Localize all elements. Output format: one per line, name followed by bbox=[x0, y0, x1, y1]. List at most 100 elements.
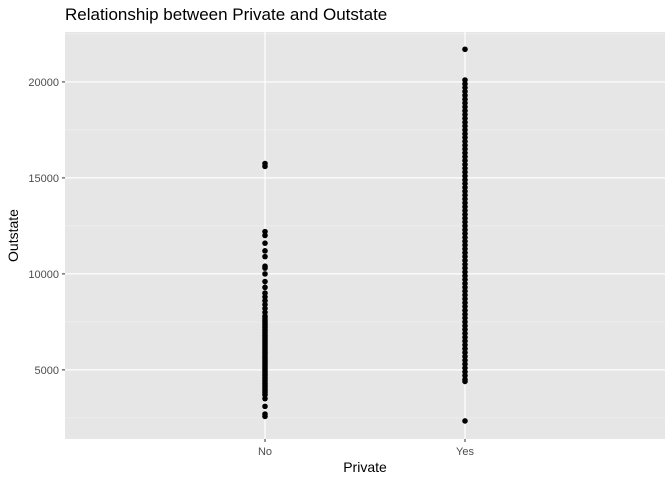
data-point bbox=[262, 248, 268, 254]
y-tick-label: 20000 bbox=[28, 77, 59, 89]
y-tick-label: 5000 bbox=[35, 365, 59, 377]
x-tick-label: Yes bbox=[456, 446, 474, 458]
data-point bbox=[262, 297, 268, 304]
data-point bbox=[462, 153, 468, 160]
data-point bbox=[462, 296, 468, 302]
data-point bbox=[462, 249, 468, 256]
data-point bbox=[462, 238, 468, 245]
data-point bbox=[462, 169, 468, 175]
data-point bbox=[462, 203, 468, 210]
data-point bbox=[262, 240, 268, 246]
data-point bbox=[462, 165, 468, 172]
data-point bbox=[262, 305, 268, 312]
data-point bbox=[462, 207, 468, 214]
plot-panel bbox=[65, 32, 665, 439]
data-point bbox=[262, 403, 268, 410]
data-point bbox=[462, 330, 468, 337]
data-point bbox=[462, 211, 468, 218]
data-point bbox=[462, 303, 468, 310]
data-point bbox=[462, 157, 468, 164]
data-point bbox=[462, 84, 468, 91]
data-point bbox=[462, 357, 468, 364]
y-axis-title: Outstate bbox=[5, 209, 21, 262]
x-axis-title: Private bbox=[343, 459, 387, 475]
data-point bbox=[462, 100, 468, 106]
data-point bbox=[462, 365, 468, 371]
data-point bbox=[462, 349, 468, 356]
data-point bbox=[462, 123, 468, 129]
data-point bbox=[462, 107, 468, 114]
data-point bbox=[462, 188, 468, 195]
data-point bbox=[462, 361, 468, 367]
data-point bbox=[262, 395, 268, 402]
data-point bbox=[462, 307, 468, 314]
data-point bbox=[462, 192, 468, 198]
data-point bbox=[462, 372, 468, 379]
data-point bbox=[462, 138, 468, 145]
data-point bbox=[462, 284, 468, 291]
data-point bbox=[262, 228, 268, 235]
data-point bbox=[462, 77, 468, 83]
data-point bbox=[462, 215, 468, 222]
data-point bbox=[462, 265, 468, 271]
y-axis-ticks: 5000 10000 15000 20000 bbox=[28, 77, 65, 377]
data-point bbox=[462, 127, 468, 133]
x-tick-label: No bbox=[258, 446, 272, 458]
data-point bbox=[462, 326, 468, 333]
y-tick-label: 15000 bbox=[28, 173, 59, 185]
data-point bbox=[462, 273, 468, 279]
data-point bbox=[462, 115, 468, 122]
data-point bbox=[262, 411, 268, 417]
data-point bbox=[462, 226, 468, 233]
data-point bbox=[462, 81, 468, 87]
data-point bbox=[462, 161, 468, 168]
data-point bbox=[462, 246, 468, 252]
data-point bbox=[262, 253, 268, 260]
data-point bbox=[462, 369, 468, 375]
data-point bbox=[462, 342, 468, 348]
y-tick-label: 10000 bbox=[28, 269, 59, 281]
data-points bbox=[262, 46, 468, 424]
data-point bbox=[462, 338, 468, 344]
data-point bbox=[262, 278, 268, 285]
data-point bbox=[462, 196, 468, 202]
data-point bbox=[462, 257, 468, 264]
data-point bbox=[462, 96, 468, 102]
data-point bbox=[262, 309, 268, 316]
data-point bbox=[462, 299, 468, 306]
data-point bbox=[462, 134, 468, 141]
data-point bbox=[462, 223, 468, 229]
data-point bbox=[462, 315, 468, 321]
data-point bbox=[262, 313, 268, 319]
data-point bbox=[462, 92, 468, 99]
data-point bbox=[462, 311, 468, 318]
data-point bbox=[462, 292, 468, 298]
data-point bbox=[462, 276, 468, 283]
data-point bbox=[262, 232, 268, 239]
data-point bbox=[462, 418, 468, 424]
data-point bbox=[462, 150, 468, 156]
data-point bbox=[262, 263, 268, 270]
data-point bbox=[462, 242, 468, 248]
data-point bbox=[462, 130, 468, 137]
data-point bbox=[262, 160, 268, 167]
data-point bbox=[462, 173, 468, 179]
data-point bbox=[462, 345, 468, 352]
x-axis-ticks: No Yes bbox=[258, 439, 474, 458]
data-point bbox=[462, 177, 468, 183]
data-point bbox=[462, 280, 468, 287]
data-point bbox=[462, 376, 468, 383]
data-point bbox=[462, 219, 468, 225]
data-point bbox=[462, 111, 468, 118]
data-point bbox=[462, 88, 468, 95]
data-point bbox=[462, 142, 468, 149]
data-point bbox=[262, 301, 268, 308]
data-point bbox=[462, 200, 468, 206]
data-point bbox=[462, 288, 468, 294]
data-point bbox=[262, 294, 268, 300]
minor-gridlines bbox=[65, 33, 665, 419]
data-point bbox=[262, 271, 268, 277]
data-point bbox=[262, 290, 268, 296]
data-point bbox=[462, 322, 468, 329]
